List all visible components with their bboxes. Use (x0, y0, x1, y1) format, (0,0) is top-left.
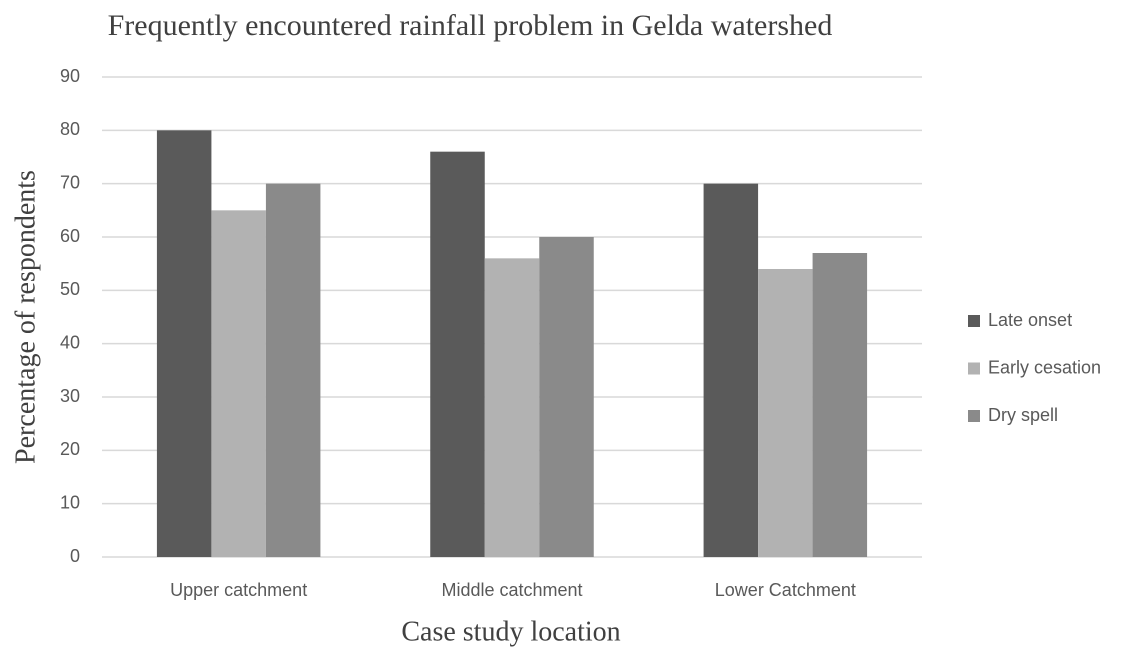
chart-title: Frequently encountered rainfall problem … (108, 9, 833, 42)
bar (484, 258, 540, 557)
bar (265, 183, 321, 557)
legend-label: Late onset (988, 310, 1072, 330)
legend-swatch (968, 410, 980, 422)
legend-label: Dry spell (988, 405, 1058, 425)
y-tick-label: 0 (70, 546, 80, 566)
y-tick-label: 40 (60, 332, 80, 352)
bar (703, 183, 759, 557)
bar (539, 237, 594, 557)
y-tick-label: 90 (60, 66, 80, 86)
legend-swatch (968, 315, 980, 327)
legend-swatch (968, 362, 980, 375)
bar (812, 253, 868, 557)
y-tick-label: 10 (60, 492, 80, 512)
x-tick-label: Lower Catchment (715, 580, 856, 600)
y-tick-label: 50 (60, 279, 80, 299)
bar (430, 151, 485, 557)
bar (156, 130, 212, 558)
bar (211, 210, 266, 558)
x-tick-label: Middle catchment (441, 580, 582, 600)
x-tick-label: Upper catchment (170, 580, 307, 600)
x-axis-label: Case study location (401, 616, 620, 647)
y-tick-label: 30 (60, 386, 80, 406)
y-tick-label: 70 (60, 172, 80, 192)
y-tick-label: 80 (60, 119, 80, 139)
y-tick-label: 60 (60, 226, 80, 246)
legend-label: Early cesation (988, 357, 1101, 377)
y-tick-label: 20 (60, 439, 80, 459)
bar (758, 269, 813, 557)
y-axis-label: Percentage of respondents (10, 170, 41, 464)
